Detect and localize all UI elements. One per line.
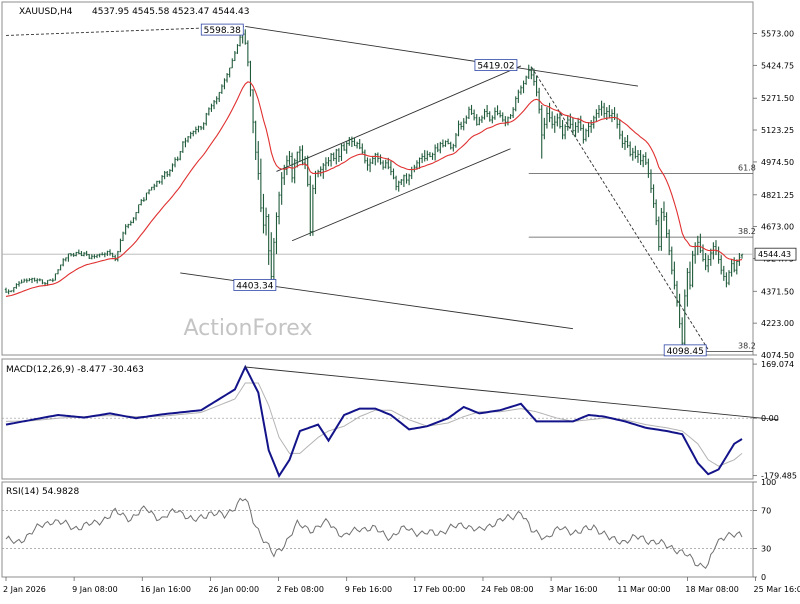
trendline	[530, 66, 709, 350]
price-tick-label: 4223.00	[761, 319, 794, 328]
price-label-box	[474, 59, 518, 71]
time-tick-label: 2 Feb 08:00	[277, 585, 324, 594]
rsi-panel-frame	[1, 481, 754, 578]
macd-tick-label: 169.074	[761, 360, 794, 369]
price-tick-label: 5123.25	[761, 126, 794, 135]
rsi-layer	[2, 497, 753, 570]
trendline	[245, 26, 639, 87]
price-label: 5419.02	[477, 62, 514, 72]
macd-line	[5, 364, 743, 478]
rsi-panel-label: RSI(14) 54.9828	[6, 487, 79, 497]
price-tick-label: 4673.00	[761, 223, 794, 232]
time-tick-label: 16 Jan 16:00	[140, 585, 191, 594]
fib-label: 38.2	[738, 341, 756, 350]
price-tick-label: 4371.50	[761, 287, 794, 296]
price-label-box	[200, 23, 244, 36]
time-tick-label: 24 Feb 08:00	[481, 585, 533, 594]
macd-signal-line	[5, 382, 743, 467]
price-panel-frame	[1, 1, 754, 356]
macd-layer	[2, 364, 779, 478]
time-tick-label: 25 Mar 16:00	[754, 585, 800, 594]
macd-panel-label: MACD(12,26,9) -8.477 -30.463	[6, 365, 144, 375]
price-tick-label: 4074.50	[761, 351, 794, 360]
price-tick-label: 5271.50	[761, 94, 794, 103]
time-tick-label: 3 Mar 16:00	[549, 585, 597, 594]
price-label: 5598.38	[204, 26, 241, 36]
time-tick-label: 9 Feb 16:00	[345, 585, 392, 594]
time-tick-label: 26 Jan 00:00	[208, 585, 259, 594]
rsi-tick-label: 100	[761, 478, 776, 487]
time-tick-label: 9 Jan 08:00	[72, 585, 118, 594]
time-tick-label: 17 Feb 00:00	[413, 585, 465, 594]
price-tick-label: 4821.25	[761, 191, 794, 200]
axis-layer: 5573.00 5424.75 5271.50 5123.25 4974.50 4821.…	[3, 30, 800, 594]
current-price-label: 4544.43	[758, 250, 791, 259]
rsi-line	[5, 497, 743, 570]
macd-tick-label: 0.00	[761, 414, 779, 423]
fib-label: 61.8	[738, 164, 756, 173]
price-label: 4403.34	[236, 281, 273, 291]
price-tick-label: 5573.00	[761, 30, 794, 39]
macd-panel-frame	[1, 358, 754, 480]
current-price-badge	[754, 247, 797, 261]
price-layer: 61.8 38.2 38.2 5598.38 5419.02 4403.34 4098.45	[2, 23, 756, 357]
trendline	[276, 65, 522, 172]
rsi-tick-label: 70	[761, 507, 771, 516]
time-tick-label: 18 Mar 08:00	[685, 585, 738, 594]
macd-trendline	[245, 366, 779, 421]
ohlc-label: 4537.95 4545.58 4523.47 4544.43	[92, 7, 249, 17]
rsi-tick-label: 0	[761, 573, 766, 582]
price-label: 4098.45	[667, 347, 704, 357]
trendline	[291, 148, 511, 242]
price-tick-label: 5424.75	[761, 61, 794, 70]
time-tick-label: 11 Mar 00:00	[617, 585, 670, 594]
watermark: ActionForex	[184, 316, 313, 341]
price-label-box	[663, 344, 707, 357]
moving-average-line	[5, 81, 743, 297]
price-panel-header: XAUUSD,H4 4537.95 4545.58 4523.47 4544.4…	[19, 7, 249, 17]
fib-label: 38.2	[738, 227, 756, 236]
price-label-box	[233, 279, 277, 291]
time-tick-label: 2 Jan 2026	[3, 585, 46, 594]
macd-tick-label: -179.485	[761, 472, 797, 481]
price-tick-label: 4974.50	[761, 158, 794, 167]
symbol-label: XAUUSD,H4	[19, 7, 73, 17]
rsi-tick-label: 30	[761, 545, 771, 554]
